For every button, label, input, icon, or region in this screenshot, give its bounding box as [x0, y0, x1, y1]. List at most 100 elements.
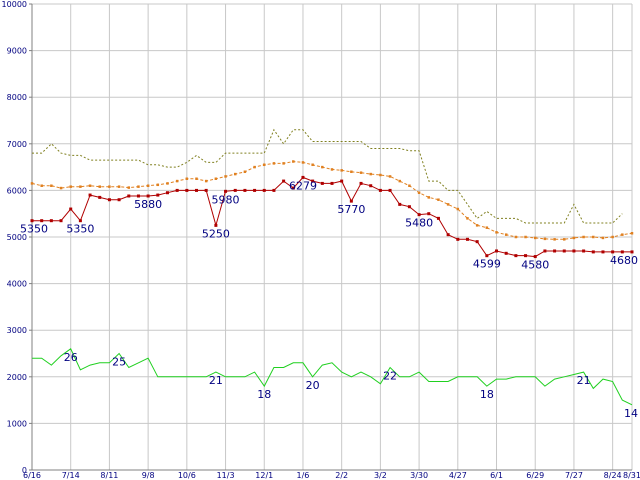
series-1-point: [30, 182, 34, 185]
series-1-point: [40, 184, 43, 187]
series-2-point: [98, 195, 102, 199]
series-2-point: [620, 250, 624, 254]
series-1-point: [166, 182, 169, 185]
x-axis: 6/16 7/14 8/11 9/8 10/6 11/3 12/1 1/6 2/2 3/2 3/30…: [23, 469, 640, 480]
series-1-point: [263, 163, 266, 167]
series-1-point: [50, 184, 53, 187]
series-1-point: [563, 238, 566, 241]
series-2-point: [504, 251, 508, 255]
data-label: 4580: [521, 259, 549, 272]
series-2-point: [107, 198, 111, 202]
data-label: 18: [480, 388, 494, 401]
series-2-point: [185, 188, 189, 192]
x-tick-label: 8/31: [623, 471, 640, 480]
data-label: 5770: [337, 203, 365, 216]
series-2-point: [69, 207, 73, 211]
series-2-point: [407, 205, 411, 209]
series-2-point: [262, 188, 266, 192]
series-2-point: [436, 216, 440, 220]
x-tick-label: 1/6: [297, 471, 310, 480]
series-2-point: [136, 194, 140, 198]
series-2-point: [553, 249, 557, 253]
series-1-point: [214, 177, 218, 180]
data-label: 5350: [20, 223, 48, 236]
y-tick-label: 7000: [7, 140, 27, 149]
series-1-point: [379, 173, 382, 177]
data-label: 18: [257, 388, 271, 401]
series-1-point: [533, 236, 537, 240]
series-2-point: [533, 255, 537, 259]
series-2-point: [427, 212, 431, 216]
series-2-point: [30, 219, 34, 223]
series-2-point: [40, 219, 44, 223]
y-axis: 0 1000 2000 3000 4000 5000 6000 7000 8000 9000 100…: [2, 0, 33, 475]
x-tick-label: 6/1: [490, 471, 503, 480]
series-1-point: [292, 160, 295, 163]
series-2-point: [78, 219, 82, 223]
series-1-point: [79, 185, 82, 188]
y-tick-label: 8000: [7, 93, 27, 102]
series-1-line: [31, 160, 633, 240]
series-1-point: [117, 185, 121, 188]
y-tick-label: 9000: [7, 47, 27, 56]
series-2-point: [485, 254, 489, 258]
series-1-point: [495, 231, 498, 234]
series-2-point: [146, 194, 150, 198]
data-label: 4599: [473, 258, 501, 271]
series-1-point: [340, 169, 343, 172]
series-1-point: [388, 175, 392, 178]
series-1-point: [398, 179, 401, 183]
series-2-point: [601, 250, 605, 254]
x-tick-label: 8/11: [100, 471, 118, 480]
series-1-point: [69, 185, 72, 188]
series-1-point: [108, 185, 111, 188]
x-tick-label: 7/27: [565, 471, 583, 480]
x-tick-label: 9/8: [142, 471, 155, 480]
series-1-point: [359, 171, 363, 174]
x-tick-label: 2/2: [335, 471, 348, 480]
series-1-point: [446, 203, 450, 206]
data-label: 21: [577, 374, 591, 387]
x-tick-label: 10/6: [178, 471, 196, 480]
series-1-point: [408, 184, 411, 187]
series-2-point: [562, 249, 566, 253]
series-2-point: [59, 219, 63, 223]
series-2-point: [582, 249, 586, 253]
data-label: 6279: [289, 179, 317, 192]
series-2-point: [465, 237, 469, 241]
x-tick-label: 12/1: [255, 471, 273, 480]
series-2-point: [165, 191, 169, 195]
series-2-point: [282, 179, 286, 183]
series-1-point: [185, 177, 189, 180]
series-2-point: [233, 188, 237, 192]
series-1-point: [621, 233, 624, 236]
series-1-point: [350, 170, 353, 174]
series-1-point: [466, 217, 469, 220]
series-1-point: [321, 165, 324, 169]
series-1-point: [601, 236, 605, 240]
series-1-point: [127, 186, 131, 189]
series-2-point: [49, 219, 53, 223]
series-1-point: [504, 233, 508, 236]
data-label: 5880: [134, 198, 162, 211]
series-2-point: [388, 188, 392, 192]
series-1-point: [195, 177, 198, 180]
x-tick-label: 4/27: [449, 471, 467, 480]
series-2-point: [630, 250, 634, 254]
data-label: 21: [209, 374, 223, 387]
series-1-point: [137, 185, 140, 188]
series-2-point: [272, 188, 276, 192]
series-1-point: [282, 162, 285, 165]
series-1-point: [611, 235, 614, 239]
series-2-point: [524, 254, 528, 258]
series-2-point: [514, 254, 518, 258]
data-label: 25: [112, 356, 126, 369]
data-label: 20: [306, 379, 320, 392]
series-1-point: [553, 238, 556, 241]
grid-lines: [31, 3, 633, 471]
series-layer: [30, 128, 634, 406]
series-2-point: [446, 233, 450, 237]
series-1-point: [330, 168, 334, 171]
y-tick-label: 1000: [7, 419, 27, 428]
series-1-point: [437, 198, 440, 201]
